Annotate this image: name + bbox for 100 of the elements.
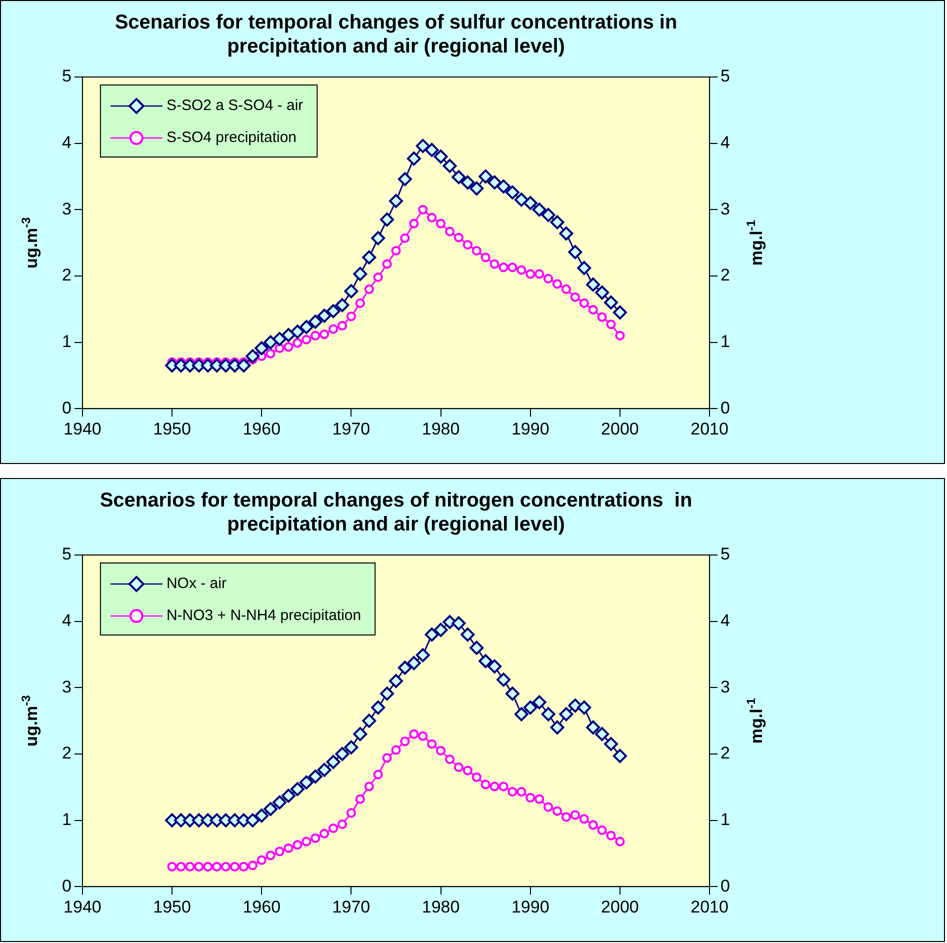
y-tick-label: 5: [62, 66, 72, 86]
point: [266, 850, 276, 860]
point: [478, 169, 493, 184]
point: [541, 707, 556, 722]
point: [586, 720, 600, 734]
point: [436, 746, 446, 756]
point: [167, 862, 177, 872]
point: [310, 330, 320, 340]
point: [552, 279, 562, 289]
point: [424, 142, 439, 157]
point: [523, 700, 538, 715]
point: [604, 295, 618, 310]
x-tick-label: 2000: [601, 897, 639, 916]
point: [220, 862, 231, 872]
y-tick-label: 1: [62, 810, 72, 829]
legend-label: S-SO4 precipitation: [166, 129, 297, 146]
x-tick-label: 1970: [332, 897, 370, 916]
y2-tick-label: 1: [720, 810, 730, 829]
point: [391, 745, 401, 755]
point: [470, 640, 484, 655]
point: [550, 215, 564, 230]
point: [526, 792, 536, 803]
point: [364, 284, 374, 294]
y-tick-label: 4: [62, 133, 72, 152]
point: [498, 782, 508, 792]
point: [612, 748, 627, 763]
point: [353, 266, 368, 281]
point: [444, 754, 455, 764]
point: [508, 262, 518, 272]
point: [543, 802, 554, 812]
point: [282, 788, 296, 803]
point: [588, 304, 598, 315]
point: [212, 862, 222, 872]
y2-tick-label: 2: [720, 266, 730, 285]
chart-title: Scenarios for temporal changes of nitrogen concentrations in precipitation and air (regional level): [100, 490, 692, 536]
point: [382, 753, 392, 763]
point: [496, 179, 510, 194]
point: [550, 720, 564, 734]
point: [398, 660, 412, 675]
y2-tick-label: 0: [720, 876, 730, 896]
point: [238, 862, 249, 872]
point: [328, 324, 338, 334]
y2-axis-title: mg.l-1: [744, 698, 766, 744]
point: [568, 245, 582, 260]
point: [452, 170, 466, 184]
y2-tick-label: 5: [720, 544, 730, 564]
y-tick-label: 1: [62, 332, 72, 351]
point: [400, 736, 410, 746]
point: [472, 246, 482, 256]
y2-tick-label: 1: [720, 332, 730, 351]
point: [409, 218, 419, 228]
point: [246, 813, 260, 828]
point: [373, 272, 383, 282]
point: [615, 836, 625, 846]
point: [337, 320, 348, 330]
point: [337, 819, 348, 830]
point: [328, 823, 338, 834]
point: [326, 304, 340, 318]
point: [335, 746, 350, 761]
point: [612, 305, 627, 320]
point: [362, 250, 376, 264]
point: [302, 836, 312, 846]
y-tick-label: 4: [62, 611, 72, 630]
x-tick-label: 1950: [153, 897, 191, 916]
point: [346, 312, 356, 322]
point: [462, 240, 472, 250]
point: [561, 284, 572, 294]
point: [523, 196, 538, 210]
point: [353, 727, 368, 742]
point: [490, 782, 500, 792]
point: [579, 814, 589, 824]
point: [335, 298, 350, 312]
y-tick-label: 3: [62, 199, 72, 218]
point: [454, 232, 464, 242]
point: [344, 284, 358, 298]
point: [570, 292, 580, 302]
point: [561, 812, 572, 822]
point: [308, 770, 322, 784]
point: [194, 862, 204, 872]
y-tick-label: 0: [62, 876, 72, 896]
point: [299, 775, 314, 790]
x-tick-label: 1970: [332, 419, 370, 438]
point: [597, 825, 607, 836]
y2-tick-label: 3: [720, 677, 730, 696]
x-tick-label: 1940: [64, 897, 102, 916]
x-tick-label: 1980: [422, 419, 460, 438]
point: [444, 226, 455, 236]
point: [398, 172, 412, 186]
point: [391, 246, 401, 256]
x-tick-label: 1980: [422, 897, 460, 916]
point: [264, 335, 278, 350]
point: [436, 218, 446, 228]
point: [534, 269, 544, 279]
y-tick-label: 2: [62, 266, 72, 285]
point: [346, 808, 356, 818]
point: [606, 830, 616, 840]
point: [478, 654, 493, 668]
x-tick-label: 2000: [601, 419, 639, 438]
point: [308, 314, 322, 329]
point: [409, 729, 419, 739]
